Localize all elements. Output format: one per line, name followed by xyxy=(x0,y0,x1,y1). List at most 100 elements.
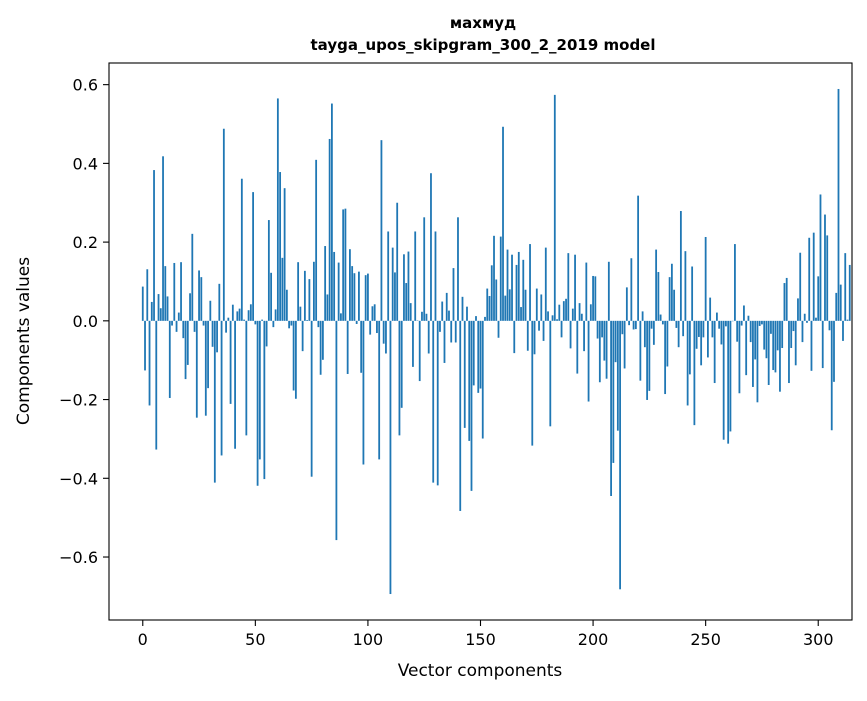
bar xyxy=(272,321,274,327)
bar xyxy=(642,311,644,320)
bar xyxy=(590,304,592,321)
bar xyxy=(142,287,144,321)
bar xyxy=(730,321,732,432)
bar xyxy=(286,290,288,321)
bar xyxy=(757,321,759,402)
bar xyxy=(594,276,596,320)
bar xyxy=(149,321,151,406)
bar xyxy=(621,321,623,334)
bar xyxy=(401,321,403,408)
bar xyxy=(626,287,628,320)
bar xyxy=(295,321,297,399)
bar xyxy=(601,321,603,338)
bar xyxy=(435,231,437,320)
bar xyxy=(169,321,171,398)
bar xyxy=(768,321,770,385)
bar xyxy=(788,321,790,383)
y-tick-label: 0.6 xyxy=(73,76,98,95)
bar xyxy=(795,321,797,365)
bar xyxy=(180,262,182,321)
bar xyxy=(619,321,621,589)
bar xyxy=(655,250,657,321)
bar xyxy=(673,290,675,321)
bar xyxy=(218,284,220,321)
bar xyxy=(700,321,702,365)
bar xyxy=(576,321,578,374)
bar xyxy=(385,321,387,354)
x-tick-label: 300 xyxy=(803,630,834,649)
bar xyxy=(770,321,772,334)
bar xyxy=(426,314,428,321)
bar xyxy=(205,321,207,416)
bar xyxy=(567,253,569,321)
bar xyxy=(502,127,504,321)
chart-subtitle: tayga_upos_skipgram_300_2_2019 model xyxy=(311,36,656,54)
bar xyxy=(390,321,392,594)
bar xyxy=(185,321,187,379)
bar xyxy=(520,307,522,321)
bar xyxy=(592,276,594,321)
bar xyxy=(552,315,554,321)
x-axis-label: Vector components xyxy=(398,661,563,681)
bar xyxy=(687,321,689,406)
bar xyxy=(707,321,709,358)
bar xyxy=(615,321,617,362)
bar xyxy=(473,321,475,386)
bar xyxy=(423,217,425,321)
bar xyxy=(396,203,398,321)
bar xyxy=(842,321,844,341)
bar xyxy=(257,321,259,486)
bar xyxy=(421,312,423,321)
bar xyxy=(572,309,574,321)
bar xyxy=(784,283,786,321)
bar xyxy=(207,321,209,388)
bar xyxy=(561,321,563,338)
bar xyxy=(345,209,347,321)
bar xyxy=(689,321,691,375)
bar xyxy=(176,321,178,332)
bar xyxy=(558,305,560,321)
bar xyxy=(495,280,497,321)
bar xyxy=(750,321,752,342)
bar xyxy=(772,321,774,370)
bar xyxy=(329,139,331,321)
bar xyxy=(356,321,358,324)
bar xyxy=(290,321,292,326)
bar xyxy=(808,238,810,321)
bar xyxy=(721,321,723,345)
bar xyxy=(293,321,295,391)
bar xyxy=(428,321,430,354)
bar xyxy=(529,244,531,321)
bar xyxy=(489,296,491,321)
bar xyxy=(509,289,511,320)
bar xyxy=(531,321,533,446)
bar xyxy=(633,321,635,330)
x-tick-label: 250 xyxy=(690,630,721,649)
bar xyxy=(813,233,815,321)
bar xyxy=(275,309,277,320)
bar xyxy=(761,321,763,325)
bar xyxy=(248,310,250,321)
bar xyxy=(727,321,729,444)
bar xyxy=(696,321,698,349)
bar xyxy=(815,318,817,321)
bar xyxy=(491,265,493,321)
bar xyxy=(187,321,189,365)
bar xyxy=(522,260,524,321)
x-tick-label: 100 xyxy=(353,630,384,649)
bar xyxy=(745,321,747,375)
bar xyxy=(630,258,632,321)
bar xyxy=(525,290,527,321)
bar xyxy=(374,304,376,321)
bar xyxy=(849,265,851,321)
bar xyxy=(712,321,714,338)
bar xyxy=(545,248,547,321)
bar xyxy=(684,251,686,321)
bar xyxy=(331,104,333,321)
bar xyxy=(826,235,828,320)
bar xyxy=(703,321,705,338)
bar xyxy=(527,321,529,351)
bar xyxy=(144,321,146,371)
bar xyxy=(153,170,155,321)
